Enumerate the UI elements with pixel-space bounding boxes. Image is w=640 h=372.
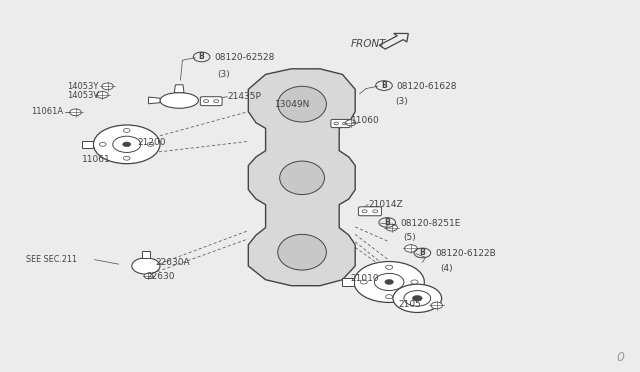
Text: 0: 0: [617, 352, 625, 364]
Text: 08120-8251E: 08120-8251E: [400, 219, 460, 228]
Circle shape: [404, 291, 431, 306]
Circle shape: [144, 273, 153, 279]
Text: B: B: [420, 248, 425, 257]
Text: B: B: [385, 218, 390, 227]
Circle shape: [102, 83, 113, 90]
Polygon shape: [141, 251, 150, 258]
Circle shape: [147, 142, 154, 146]
Circle shape: [412, 295, 422, 301]
Circle shape: [132, 258, 160, 274]
FancyBboxPatch shape: [200, 97, 222, 106]
Text: 14053Y: 14053Y: [67, 82, 99, 91]
Ellipse shape: [160, 93, 198, 108]
Text: 08120-6122B: 08120-6122B: [435, 249, 496, 258]
Circle shape: [342, 122, 347, 125]
Circle shape: [123, 142, 131, 147]
Circle shape: [93, 125, 160, 164]
Circle shape: [214, 100, 219, 103]
Text: 14053V: 14053V: [67, 92, 99, 100]
Circle shape: [113, 136, 141, 153]
FancyBboxPatch shape: [358, 207, 381, 216]
Text: 08120-61628: 08120-61628: [397, 82, 458, 91]
Text: 22630A: 22630A: [155, 258, 189, 267]
Circle shape: [404, 245, 417, 252]
Circle shape: [97, 92, 108, 98]
Text: SEE SEC.211: SEE SEC.211: [26, 255, 77, 264]
Polygon shape: [342, 278, 354, 286]
Text: (5): (5): [403, 233, 416, 242]
Text: 11060: 11060: [351, 116, 380, 125]
Text: 21435P: 21435P: [227, 92, 261, 101]
Text: 21014Z: 21014Z: [368, 200, 403, 209]
Ellipse shape: [280, 161, 324, 195]
Text: (3): (3): [218, 70, 230, 79]
Text: 11061: 11061: [82, 155, 111, 164]
Circle shape: [99, 142, 106, 146]
Text: B: B: [381, 81, 387, 90]
Circle shape: [386, 224, 397, 231]
Ellipse shape: [278, 86, 326, 122]
Polygon shape: [148, 97, 160, 104]
Text: 11061A: 11061A: [31, 107, 63, 116]
Text: B: B: [199, 52, 204, 61]
Circle shape: [124, 156, 130, 160]
Circle shape: [124, 128, 130, 132]
Text: 22630: 22630: [146, 272, 175, 280]
Circle shape: [346, 120, 356, 126]
Circle shape: [70, 109, 81, 116]
Text: 08120-62528: 08120-62528: [214, 53, 275, 62]
Text: FRONT: FRONT: [351, 39, 386, 49]
Circle shape: [354, 262, 424, 302]
Polygon shape: [248, 69, 355, 286]
Polygon shape: [174, 85, 184, 93]
Circle shape: [385, 265, 393, 269]
Text: 13049N: 13049N: [275, 100, 310, 109]
Circle shape: [334, 122, 339, 125]
Text: 21200: 21200: [138, 138, 166, 147]
Circle shape: [372, 210, 378, 213]
Circle shape: [411, 280, 418, 284]
Circle shape: [431, 302, 442, 309]
Circle shape: [393, 284, 442, 312]
Ellipse shape: [278, 234, 326, 270]
Polygon shape: [82, 141, 93, 148]
Text: (3): (3): [396, 97, 408, 106]
Text: 2105: 2105: [398, 300, 421, 309]
Circle shape: [360, 280, 367, 284]
FancyBboxPatch shape: [331, 119, 350, 128]
Circle shape: [385, 279, 394, 285]
Circle shape: [204, 100, 209, 103]
Text: (4): (4): [440, 264, 453, 273]
Circle shape: [362, 210, 367, 213]
Text: 21010: 21010: [351, 274, 380, 283]
Circle shape: [374, 273, 404, 291]
Circle shape: [385, 295, 393, 299]
